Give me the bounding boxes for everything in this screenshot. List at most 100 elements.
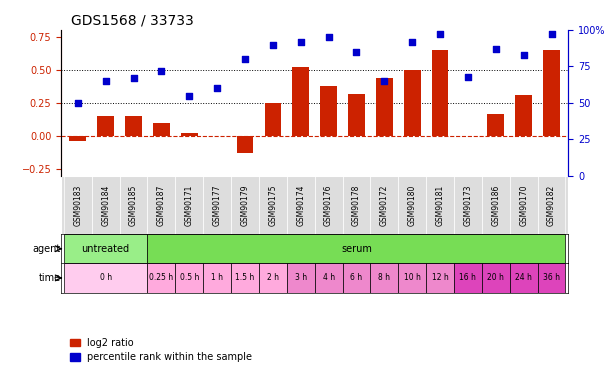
Point [519, 52, 529, 58]
Text: GSM90179: GSM90179 [241, 184, 249, 226]
Point [296, 39, 306, 45]
Legend: log2 ratio, percentile rank within the sample: log2 ratio, percentile rank within the s… [66, 334, 256, 366]
Bar [348, 94, 365, 136]
Bar [398, 263, 426, 292]
Bar [482, 263, 510, 292]
FancyBboxPatch shape [92, 176, 120, 234]
Text: serum: serum [341, 244, 372, 254]
Text: GSM90184: GSM90184 [101, 184, 110, 226]
FancyBboxPatch shape [231, 176, 259, 234]
Bar [231, 263, 259, 292]
Bar [432, 50, 448, 136]
Bar [147, 234, 565, 263]
Text: GDS1568 / 33733: GDS1568 / 33733 [71, 13, 194, 27]
Point [73, 100, 82, 106]
Text: 4 h: 4 h [323, 273, 335, 282]
Text: 1.5 h: 1.5 h [235, 273, 255, 282]
Point [435, 32, 445, 38]
FancyBboxPatch shape [426, 176, 454, 234]
Text: 0.25 h: 0.25 h [149, 273, 174, 282]
Bar [293, 67, 309, 136]
Point [324, 34, 334, 40]
Text: GSM90170: GSM90170 [519, 184, 528, 226]
Text: GSM90180: GSM90180 [408, 184, 417, 226]
Text: 36 h: 36 h [543, 273, 560, 282]
Bar [538, 263, 565, 292]
Text: GSM90185: GSM90185 [129, 184, 138, 226]
Point [408, 39, 417, 45]
Bar [64, 234, 147, 263]
Point [547, 32, 557, 38]
Bar [153, 123, 170, 136]
Text: 1 h: 1 h [211, 273, 223, 282]
Text: GSM90173: GSM90173 [463, 184, 472, 226]
Text: 2 h: 2 h [267, 273, 279, 282]
Bar [181, 134, 197, 136]
Text: GSM90174: GSM90174 [296, 184, 306, 226]
Text: untreated: untreated [82, 244, 130, 254]
Bar [315, 263, 343, 292]
Text: 6 h: 6 h [350, 273, 362, 282]
Text: GSM90181: GSM90181 [436, 184, 445, 226]
Point [268, 42, 278, 48]
Text: 16 h: 16 h [459, 273, 477, 282]
Bar [259, 263, 287, 292]
Point [240, 56, 250, 62]
FancyBboxPatch shape [120, 176, 147, 234]
Bar [370, 263, 398, 292]
Bar [64, 263, 147, 292]
Bar [287, 263, 315, 292]
FancyBboxPatch shape [259, 176, 287, 234]
Text: 10 h: 10 h [404, 273, 420, 282]
Bar [343, 263, 370, 292]
Point [185, 93, 194, 99]
Text: 3 h: 3 h [295, 273, 307, 282]
Bar [320, 86, 337, 136]
Bar [488, 114, 504, 136]
Bar [97, 116, 114, 136]
Text: GSM90175: GSM90175 [268, 184, 277, 226]
Text: GSM90171: GSM90171 [185, 184, 194, 226]
Text: GSM90177: GSM90177 [213, 184, 222, 226]
FancyBboxPatch shape [510, 176, 538, 234]
Text: GSM90187: GSM90187 [157, 184, 166, 226]
Bar [175, 263, 203, 292]
FancyBboxPatch shape [454, 176, 482, 234]
FancyBboxPatch shape [370, 176, 398, 234]
Point [101, 78, 111, 84]
FancyBboxPatch shape [482, 176, 510, 234]
Bar [510, 263, 538, 292]
Text: 20 h: 20 h [488, 273, 504, 282]
FancyBboxPatch shape [315, 176, 343, 234]
Text: GSM90178: GSM90178 [352, 184, 361, 226]
Bar [515, 95, 532, 136]
Bar [543, 50, 560, 136]
FancyBboxPatch shape [203, 176, 231, 234]
FancyBboxPatch shape [175, 176, 203, 234]
FancyBboxPatch shape [64, 176, 92, 234]
Point [463, 74, 473, 80]
Point [212, 86, 222, 92]
Bar [70, 136, 86, 141]
FancyBboxPatch shape [147, 176, 175, 234]
Bar [125, 116, 142, 136]
Text: 24 h: 24 h [515, 273, 532, 282]
Bar [236, 136, 254, 153]
Text: 12 h: 12 h [432, 273, 448, 282]
Text: 8 h: 8 h [378, 273, 390, 282]
Point [351, 49, 361, 55]
FancyBboxPatch shape [398, 176, 426, 234]
Bar [203, 263, 231, 292]
Point [156, 68, 166, 74]
Bar [426, 263, 454, 292]
FancyBboxPatch shape [343, 176, 370, 234]
FancyBboxPatch shape [538, 176, 565, 234]
Point [379, 78, 389, 84]
Text: 0 h: 0 h [100, 273, 112, 282]
Text: 0.5 h: 0.5 h [180, 273, 199, 282]
Bar [404, 70, 420, 136]
Bar [454, 263, 482, 292]
Text: time: time [38, 273, 60, 283]
FancyBboxPatch shape [287, 176, 315, 234]
Text: agent: agent [32, 244, 60, 254]
